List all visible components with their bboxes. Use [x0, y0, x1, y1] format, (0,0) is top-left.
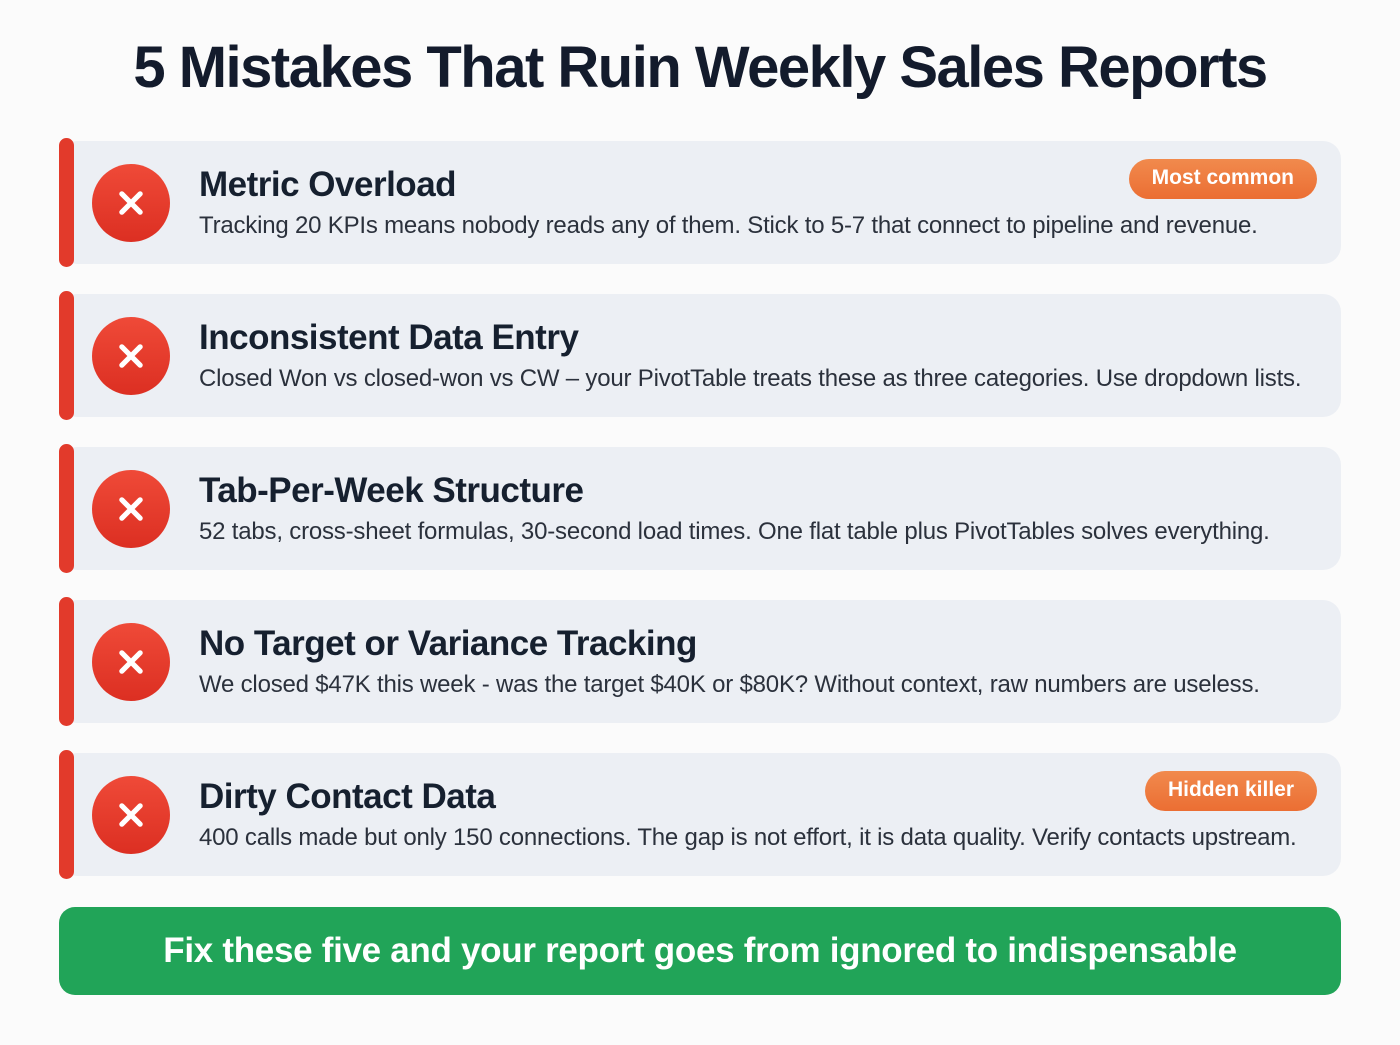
- red-accent-bar: [59, 597, 74, 726]
- status-badge: Most common: [1128, 159, 1317, 199]
- mistake-card: Tab-Per-Week Structure 52 tabs, cross-sh…: [59, 444, 1341, 573]
- mistake-card: Dirty Contact Data 400 calls made but on…: [59, 750, 1341, 879]
- card-description: 52 tabs, cross-sheet formulas, 30-second…: [199, 518, 1270, 545]
- red-accent-bar: [59, 138, 74, 267]
- x-circle-icon: [92, 622, 170, 701]
- card-text: Dirty Contact Data 400 calls made but on…: [199, 777, 1400, 852]
- x-circle-icon: [92, 316, 170, 395]
- mistake-card: Metric Overload Tracking 20 KPIs means n…: [59, 138, 1341, 267]
- card-description: Closed Won vs closed-won vs CW – your Pi…: [199, 365, 1302, 392]
- mistake-card: No Target or Variance Tracking We closed…: [59, 597, 1341, 726]
- card-text: Metric Overload Tracking 20 KPIs means n…: [199, 165, 1400, 240]
- x-circle-icon: [92, 469, 170, 548]
- x-icon: [119, 343, 143, 368]
- card-text: Tab-Per-Week Structure 52 tabs, cross-sh…: [199, 471, 1400, 546]
- summary-banner: Fix these five and your report goes from…: [59, 907, 1341, 995]
- card-title: Dirty Contact Data: [199, 777, 496, 816]
- card-text: No Target or Variance Tracking We closed…: [199, 624, 1400, 699]
- card-title: Tab-Per-Week Structure: [199, 471, 584, 510]
- page-title: 5 Mistakes That Ruin Weekly Sales Report…: [133, 35, 1268, 100]
- card-text: Inconsistent Data Entry Closed Won vs cl…: [199, 318, 1400, 393]
- x-icon: [119, 802, 143, 827]
- card-description: Tracking 20 KPIs means nobody reads any …: [199, 212, 1258, 239]
- card-title: Metric Overload: [199, 165, 457, 204]
- red-accent-bar: [59, 444, 74, 573]
- x-icon: [119, 649, 143, 674]
- red-accent-bar: [59, 750, 74, 879]
- card-title: No Target or Variance Tracking: [199, 624, 697, 663]
- x-circle-icon: [92, 163, 170, 242]
- red-accent-bar: [59, 291, 74, 420]
- x-icon: [119, 496, 143, 521]
- card-description: We closed $47K this week - was the targe…: [199, 671, 1260, 698]
- x-icon: [119, 190, 143, 215]
- mistake-card-list: Metric Overload Tracking 20 KPIs means n…: [59, 138, 1341, 879]
- status-badge: Hidden killer: [1144, 771, 1317, 811]
- mistake-card: Inconsistent Data Entry Closed Won vs cl…: [59, 291, 1341, 420]
- x-circle-icon: [92, 775, 170, 854]
- card-title: Inconsistent Data Entry: [199, 318, 579, 357]
- card-description: 400 calls made but only 150 connections.…: [199, 824, 1297, 851]
